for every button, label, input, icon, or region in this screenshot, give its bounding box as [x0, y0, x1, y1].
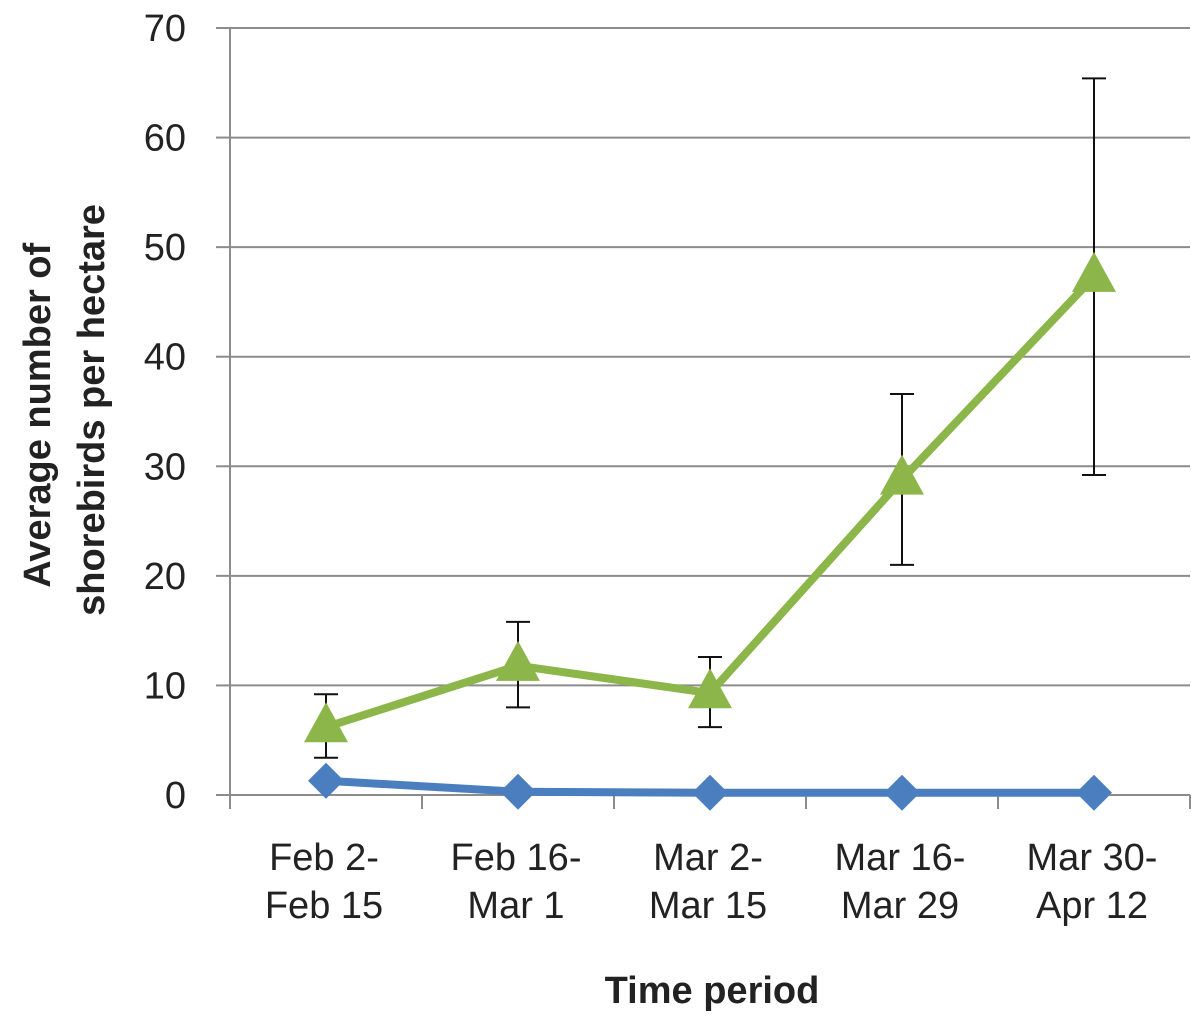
x-category-label-line: Mar 29	[841, 885, 959, 927]
data-point-triangle	[496, 640, 540, 681]
x-axis-title: Time period	[605, 970, 820, 1012]
data-point-diamond	[1076, 774, 1112, 811]
y-tick-label: 40	[144, 337, 186, 379]
y-axis-title-line-2: shorebirds per hectare	[71, 204, 113, 616]
x-category-label-line: Mar 1	[467, 885, 564, 927]
y-tick-labels: 0 10 20 30 40 50 60 70	[144, 8, 186, 817]
data-point-diamond	[500, 773, 536, 810]
x-category-label-line: Feb 16-	[451, 837, 582, 879]
y-tick-label: 60	[144, 118, 186, 160]
y-tick-label: 70	[144, 8, 186, 50]
y-tick-label: 20	[144, 556, 186, 598]
x-category-label: Feb 2- Feb 15	[265, 837, 383, 927]
y-tick-label: 50	[144, 227, 186, 269]
x-category-label: Feb 16- Mar 1	[451, 837, 582, 927]
y-tick-label: 10	[144, 665, 186, 707]
data-point-triangle	[304, 702, 348, 743]
x-category-label-line: Mar 2-	[653, 837, 763, 879]
y-axis-title-line-1: Average number of	[17, 242, 59, 587]
data-point-diamond	[884, 774, 920, 811]
data-point-triangle	[880, 454, 924, 495]
data-point-triangle	[688, 668, 732, 709]
data-point-diamond	[308, 762, 344, 799]
series	[304, 77, 1116, 811]
data-point-triangle	[1072, 251, 1116, 292]
y-tick-label: 0	[165, 775, 186, 817]
x-category-label-line: Feb 2-	[269, 837, 379, 879]
x-category-label: Mar 16- Mar 29	[835, 837, 966, 927]
x-category-label-line: Feb 15	[265, 885, 383, 927]
x-category-label-line: Mar 15	[649, 885, 767, 927]
y-axis-title: Average number of shorebirds per hectare	[17, 204, 113, 616]
x-category-label: Mar 2- Mar 15	[649, 837, 767, 927]
x-category-label-line: Mar 16-	[835, 837, 966, 879]
gridlines	[230, 27, 1190, 687]
y-tick-label: 30	[144, 446, 186, 488]
series-triangle	[304, 77, 1116, 759]
x-category-label-line: Mar 30-	[1027, 837, 1158, 879]
x-category-label: Mar 30- Apr 12	[1027, 837, 1158, 927]
series-diamond	[308, 762, 1112, 811]
data-point-diamond	[692, 774, 728, 811]
x-category-label-line: Apr 12	[1036, 885, 1148, 927]
